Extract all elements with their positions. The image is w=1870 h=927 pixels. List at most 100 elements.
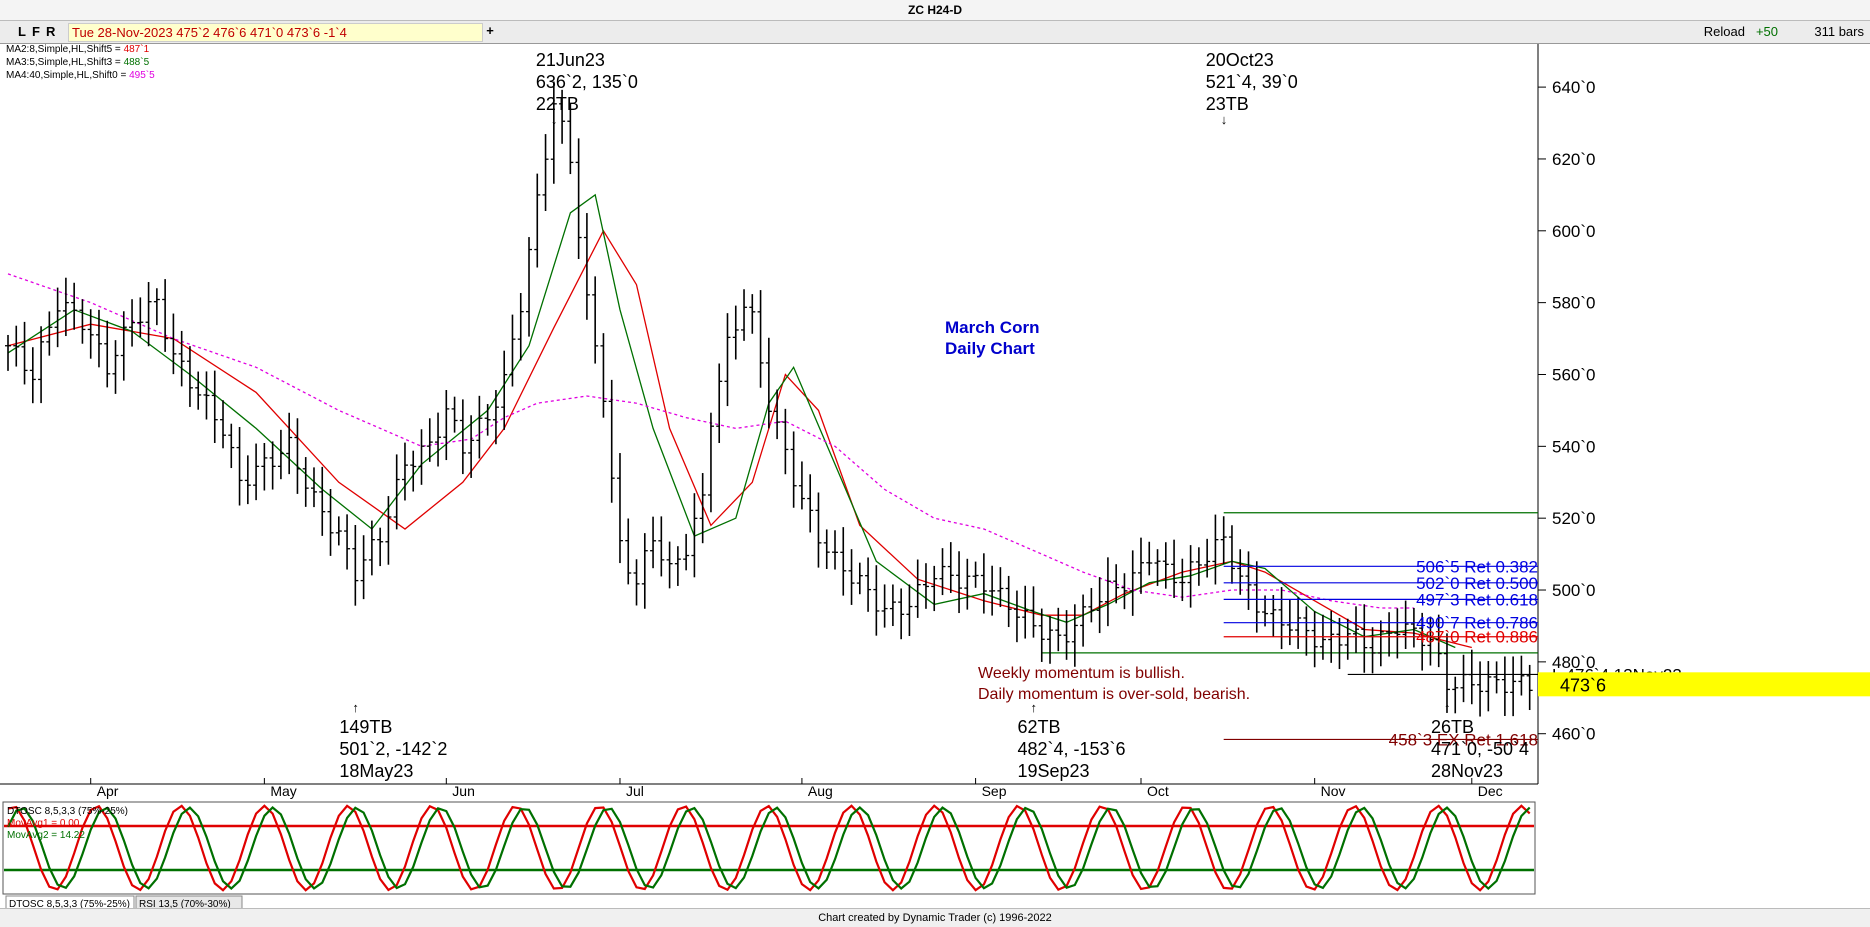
price-tick-label: 520`0 <box>1552 509 1595 528</box>
price-bar <box>459 399 466 475</box>
fib-level-label: 490`7 Ret 0.786 <box>1416 614 1538 633</box>
price-bar <box>1212 514 1219 585</box>
price-bar <box>236 427 243 506</box>
pivot-label: 18May23 <box>339 761 413 781</box>
price-bar <box>1245 551 1252 610</box>
price-bar <box>707 412 714 513</box>
ma-legend: MA2:8,Simple,HL,Shift5 = 487`1 MA3:5,Simp… <box>6 44 155 81</box>
toolbar-f-button[interactable]: F <box>32 24 40 39</box>
price-bar <box>997 567 1004 608</box>
price-bar <box>691 493 698 578</box>
pivot-label: 521`4, 39`0 <box>1206 72 1298 92</box>
footer: Chart created by Dynamic Trader (c) 1996… <box>0 908 1870 927</box>
ma-legend-item: MA2:8,Simple,HL,Shift5 = 487`1 <box>6 44 150 55</box>
price-bar <box>1088 588 1095 623</box>
fib-level-label: 506`5 Ret 0.382 <box>1416 557 1538 576</box>
price-bar <box>468 415 475 478</box>
price-bar <box>377 527 384 567</box>
price-bar <box>1104 557 1111 627</box>
price-bar <box>277 429 284 480</box>
price-bar <box>54 287 61 348</box>
price-bar <box>526 237 533 337</box>
footer-credit: Chart created by Dynamic Trader (c) 1996… <box>818 912 1052 924</box>
indicator-tab-bg <box>135 895 243 908</box>
oscillator-legend-item: DTOSC 8,5,3,3 (75%-25%) <box>7 806 128 817</box>
price-bar <box>5 334 11 371</box>
price-bar <box>1030 586 1037 638</box>
price-bar <box>294 418 301 494</box>
price-bar <box>741 289 748 341</box>
oscillator-slow-line <box>7 806 1531 890</box>
price-bar <box>964 558 971 610</box>
price-bar <box>302 457 309 507</box>
price-bar <box>947 542 954 593</box>
ma-legend-label: MA3:5,Simple,HL,Shift3 = <box>6 57 124 68</box>
price-bar <box>1220 516 1227 564</box>
pivot-arrow: ↑ <box>1444 700 1451 715</box>
price-bar <box>1501 656 1508 716</box>
indicator-tab[interactable]: DTOSC 8,5,3,3 (75%-25%) <box>5 895 135 908</box>
reload-button[interactable]: Reload <box>1703 24 1745 39</box>
add-button[interactable]: + <box>486 23 494 38</box>
toolbar-l-button[interactable]: L <box>18 24 26 39</box>
indicator-tab[interactable]: RSI 13,5 (70%-30%) <box>135 895 243 908</box>
price-bar <box>1460 654 1467 703</box>
price-bar <box>509 314 516 387</box>
price-bar <box>178 330 185 387</box>
price-bar <box>1171 539 1178 598</box>
price-tick-label: 460`0 <box>1552 725 1595 744</box>
price-bar <box>492 390 499 445</box>
price-bar <box>1377 620 1384 667</box>
price-tick-label: 540`0 <box>1552 437 1595 456</box>
chart-annotation: Weekly momentum is bullish. <box>978 665 1185 682</box>
price-bar <box>906 584 913 636</box>
month-label: Nov <box>1321 783 1346 799</box>
price-bar <box>137 297 144 338</box>
pivot-label: 22TB <box>536 94 579 114</box>
price-bar <box>542 134 549 212</box>
month-label: Oct <box>1147 783 1169 799</box>
month-label: Jul <box>626 783 644 799</box>
price-bar <box>1278 587 1285 650</box>
price-bar <box>1518 655 1525 696</box>
oscillator-fast-line <box>7 804 1531 892</box>
price-bar <box>145 282 152 347</box>
toolbar-r-button[interactable]: R <box>46 24 56 39</box>
price-bar <box>211 370 218 444</box>
price-bar <box>1262 595 1269 627</box>
pivot-arrow: ↑ <box>1030 700 1037 715</box>
ma-legend-value: 487`1 <box>124 44 150 55</box>
price-bar <box>344 514 351 570</box>
reload-increment[interactable]: +50 <box>1755 24 1778 39</box>
price-bar <box>1336 617 1343 670</box>
price-bar <box>931 565 938 612</box>
price-bar <box>757 290 764 388</box>
price-bar <box>898 588 905 640</box>
chart-annotations: March Corn Daily Chart Weekly momentum is … <box>945 318 1250 703</box>
price-bar <box>244 455 251 505</box>
price-bar <box>583 213 590 320</box>
price-bar <box>1080 594 1087 647</box>
price-bar <box>286 412 293 475</box>
price-bar <box>21 321 28 385</box>
price-bar <box>914 559 921 618</box>
price-bar <box>1435 614 1442 668</box>
price-bar <box>1477 661 1484 717</box>
price-bar <box>327 489 334 556</box>
price-bar <box>71 282 78 330</box>
price-bar <box>699 473 706 544</box>
price-bar <box>749 294 756 334</box>
pivot-arrow: ↓ <box>551 112 558 127</box>
price-bar <box>1353 606 1360 653</box>
month-label: Jun <box>452 783 475 799</box>
price-bar <box>815 492 822 568</box>
moving-averages <box>7 193 1472 649</box>
price-bar <box>62 277 69 337</box>
pivot-label: 149TB <box>339 717 392 737</box>
indicator-tabs: DTOSC 8,5,3,3 (75%-25%) RSI 13,5 (70%-30%… <box>5 895 243 908</box>
price-ticks: 460`0 480`0 500`0 520`0 540`0 560`0 580`0 600`0… <box>1538 78 1595 744</box>
price-bar <box>385 496 392 565</box>
